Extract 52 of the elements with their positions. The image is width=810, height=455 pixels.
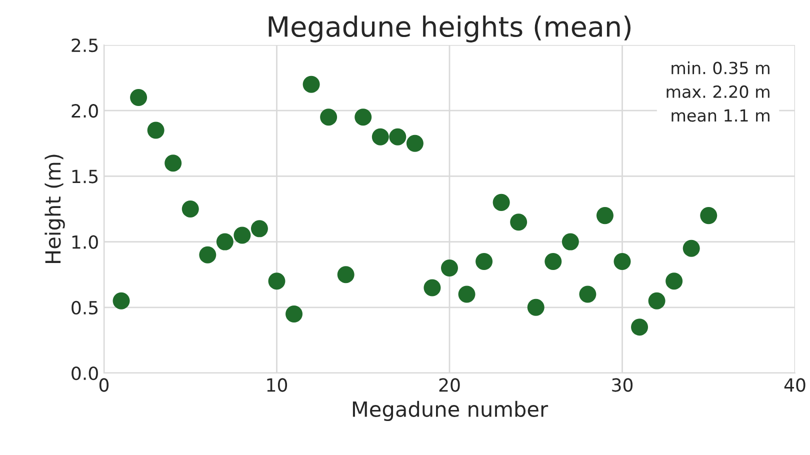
point [234, 226, 251, 244]
x-tick-label: 40 [784, 378, 806, 392]
point [666, 272, 683, 290]
point [527, 298, 544, 316]
chart-title: Megadune heights (mean) [268, 16, 630, 42]
point [302, 76, 320, 93]
point [112, 292, 130, 310]
annotation: min. 0.35 m [672, 61, 770, 74]
point [458, 286, 476, 303]
point [337, 266, 354, 284]
y-axis-title: Height (m) [44, 154, 65, 263]
point [268, 272, 286, 290]
point [406, 134, 424, 152]
y-tick-label: 1.5 [72, 170, 98, 184]
point [562, 233, 579, 250]
point [250, 220, 268, 238]
y-tick-label: 0.0 [72, 366, 98, 380]
point [320, 108, 338, 126]
point [579, 286, 596, 303]
point [631, 318, 648, 336]
point [440, 260, 458, 277]
point [354, 108, 372, 126]
point [700, 207, 718, 224]
point [130, 88, 148, 106]
point [648, 292, 666, 310]
point [286, 305, 303, 322]
point [182, 200, 199, 218]
point [372, 128, 389, 146]
x-axis-title: Megadune number [352, 400, 548, 422]
y-tick-label: 2.5 [72, 38, 98, 52]
x-tick-label: 0 [99, 378, 109, 392]
point [596, 207, 614, 224]
point [199, 246, 216, 264]
x-tick-label: 20 [439, 378, 460, 392]
point [424, 279, 441, 296]
point [476, 252, 493, 270]
point [682, 240, 700, 257]
x-tick-label: 10 [267, 378, 288, 392]
point [614, 252, 631, 270]
annotation: mean 1.1 m [672, 109, 770, 122]
point [510, 214, 528, 231]
point [389, 128, 406, 146]
point [492, 194, 510, 211]
point [164, 154, 182, 172]
point [544, 252, 562, 270]
point [147, 122, 164, 139]
x-tick-label: 30 [612, 378, 633, 392]
annotation: max. 2.20 m [666, 85, 770, 98]
y-tick-label: 1.0 [72, 235, 98, 249]
y-tick-label: 2.0 [72, 104, 98, 118]
y-tick-label: 0.5 [72, 300, 98, 315]
point [216, 233, 234, 250]
